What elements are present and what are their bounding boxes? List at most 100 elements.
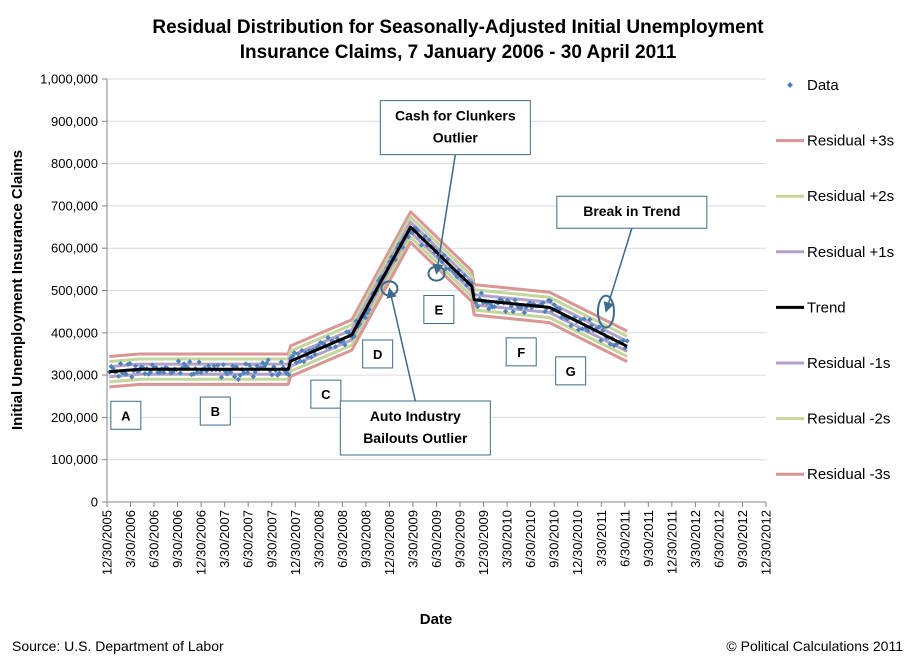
data-point [147,369,154,375]
annotations: Cash for Clunkers Outlier Auto Industry Bai… [339,100,708,456]
data-point [261,363,268,369]
outlier-ellipse [427,265,446,282]
y-tick-label: 300,000 [51,368,98,383]
x-tick-label: 3/30/2008 [311,510,326,568]
data-point [418,242,425,248]
segment-label: B [211,404,220,419]
legend-swatch [787,82,793,88]
data-point [575,327,582,333]
data-point [211,363,217,369]
annotation-arrow [386,287,417,402]
data-point [146,371,152,377]
data-point [194,369,200,375]
data-point [585,328,591,334]
y-tick-label: 800,000 [51,156,98,171]
data-point [295,351,301,357]
x-tick-label: 9/30/2007 [264,510,279,568]
legend-label: Residual -3s [807,466,890,483]
residual-band-line [109,215,628,364]
data-point [394,245,400,251]
legend-label: Data [807,77,839,94]
data-point [129,374,135,380]
data-point [274,372,281,378]
x-tick-label: 9/30/2011 [641,510,656,567]
data-point [306,348,312,354]
data-point [474,304,481,310]
data-point [540,300,546,306]
annotation-arrow [432,154,457,275]
legend-label: Residual +2s [807,188,894,205]
outlier-ellipse [596,294,615,329]
y-axis-title: Initial Unemployment Insurance Claims [9,150,26,430]
annotation-text: Break in Trend [583,203,680,219]
segment-box [423,295,455,325]
data-point [521,310,527,316]
x-tick-label: 3/30/2011 [594,510,609,567]
data-point [284,371,290,377]
legend-label: Trend [807,299,846,316]
data-point [203,368,210,374]
trend-line-group [109,225,628,374]
x-tick-label: 6/30/2007 [241,510,256,568]
segment-label: G [566,364,576,379]
data-point [598,337,604,344]
x-tick-label: 6/30/2010 [523,510,538,568]
data-point [620,338,627,344]
data-point [443,266,449,272]
annotation-text: Outlier [433,130,479,146]
data-point [407,229,413,235]
legend-label: Residual -2s [807,411,890,428]
data-point [289,353,296,360]
data-point [265,357,271,363]
data-point [263,360,269,366]
data-point [396,241,402,247]
data-point [241,370,247,376]
data-point [454,274,460,280]
trend-line [109,225,628,374]
data-point [357,321,363,327]
segment-box [555,356,587,386]
data-point [551,302,557,308]
data-point [230,363,236,369]
data-point [243,361,249,367]
data-point [132,363,139,369]
data-point [342,342,348,348]
data-point [190,371,197,377]
annotation-text: Cash for Clunkers [395,108,516,124]
segment-label: E [435,303,444,318]
x-tick-label: 12/30/2008 [382,510,397,575]
data-point [110,366,116,372]
data-point [288,356,294,362]
x-axis-title: Date [420,611,453,628]
residual-band-line [109,240,628,389]
y-tick-label: 900,000 [51,114,98,129]
data-point [529,304,535,311]
data-point [254,363,260,369]
x-tick-label: 12/30/2006 [194,510,209,575]
legend-label: Residual -1s [807,355,890,372]
data-point [312,351,318,357]
data-point [346,329,352,336]
data-point [282,368,288,374]
y-tick-label: 700,000 [51,198,98,213]
segment-label: D [373,347,382,362]
y-tick-label: 1,000,000 [40,72,98,87]
data-point [299,347,305,354]
data-point [469,280,475,286]
data-point [325,335,331,341]
annotation-text: Auto Industry [370,408,461,424]
y-tick-label: 0 [91,495,98,510]
data-point [233,364,240,370]
data-point [362,315,369,321]
data-point [517,305,524,311]
data-point [157,369,163,376]
data-point [512,297,518,303]
data-point [491,304,498,310]
data-point [392,257,398,263]
data-point [278,359,284,365]
data-point [624,338,630,344]
data-point [478,290,484,296]
x-tick-label: 12/30/2005 [100,510,115,575]
data-point [579,326,585,332]
